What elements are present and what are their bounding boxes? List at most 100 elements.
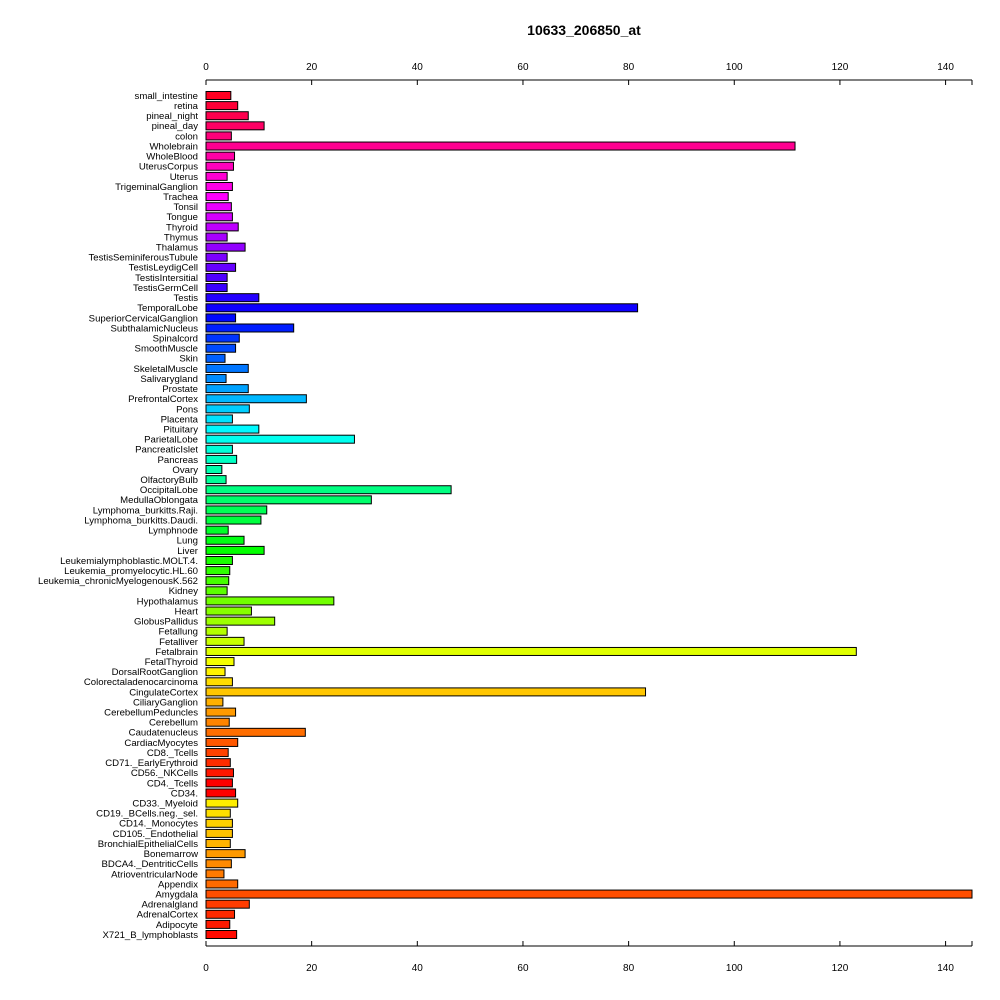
category-label: CD71._EarlyErythroid: [105, 758, 198, 769]
bar: [205, 141, 796, 151]
category-label: CerebellumPeduncles: [104, 708, 198, 719]
bar: [205, 808, 231, 818]
category-label: BronchialEpithelialCells: [98, 839, 198, 850]
bar: [205, 748, 229, 758]
bar: [205, 181, 233, 191]
bar: [205, 768, 234, 778]
top-x-axis: 0 20 40 60 80 100 120 140: [203, 62, 973, 85]
bar: [205, 899, 250, 909]
bar: [205, 485, 452, 495]
category-label: Salivarygland: [140, 374, 198, 385]
bar: [205, 444, 233, 454]
category-label: Bonemarrow: [144, 849, 198, 860]
category-label: Pons: [176, 404, 198, 415]
chart-title: 10633_206850_at: [527, 22, 641, 38]
category-label: Appendix: [158, 879, 198, 890]
category-label: GlobusPallidus: [134, 617, 198, 628]
bar: [205, 717, 230, 727]
category-label: SuperiorCervicalGanglion: [89, 313, 198, 324]
category-label: PancreaticIslet: [135, 445, 198, 456]
category-label: Lymphnode: [148, 526, 198, 537]
category-label: Pancreas: [157, 455, 198, 466]
category-label: Leukemia_chronicMyelogenousK.562: [38, 576, 198, 587]
category-label: X721_B_lymphoblasts: [103, 930, 199, 941]
bar: [205, 737, 239, 747]
category-label: Adipocyte: [156, 920, 198, 931]
category-label: CD4._Tcells: [147, 778, 198, 789]
bar: [205, 111, 249, 121]
bar: [205, 404, 250, 414]
category-label: TemporalLobe: [137, 303, 198, 314]
category-label: Amygdala: [155, 889, 198, 900]
bar: [205, 555, 233, 565]
bar: [205, 909, 236, 919]
bar: [205, 101, 239, 111]
category-label: Hypothalamus: [137, 596, 199, 607]
category-label: WholeBlood: [146, 152, 198, 163]
bar: [205, 616, 276, 626]
bar: [205, 283, 228, 293]
category-label: Leukemialymphoblastic.MOLT.4.: [60, 556, 198, 567]
category-labels-group: small_intestineretinapineal_nightpineal_…: [38, 91, 199, 941]
bar: [205, 859, 232, 869]
category-label: ParietalLobe: [144, 435, 198, 446]
bar: [205, 667, 226, 677]
category-label: Thymus: [164, 232, 198, 243]
bar: [205, 566, 231, 576]
bars-group: [205, 91, 973, 939]
category-label: Placenta: [161, 414, 199, 425]
category-label: Lung: [177, 536, 198, 547]
category-label: AtrioventricularNode: [111, 869, 198, 880]
category-label: CD56._NKCells: [131, 768, 198, 779]
bar: [205, 384, 249, 394]
category-label: SkeletalMuscle: [133, 364, 198, 375]
bar: [205, 919, 231, 929]
bar: [205, 293, 260, 303]
bar: [205, 889, 973, 899]
category-label: OlfactoryBulb: [140, 475, 198, 486]
bar: [205, 212, 233, 222]
top-x-tick-label: 20: [306, 62, 318, 73]
category-label: SmoothMuscle: [135, 344, 198, 355]
bar: [205, 363, 249, 373]
bar: [205, 394, 307, 404]
category-label: TestisIntersitial: [135, 273, 198, 284]
bar: [205, 495, 372, 505]
bottom-x-tick-label: 140: [937, 963, 954, 974]
bar: [205, 657, 235, 667]
category-label: AdrenalCortex: [137, 910, 199, 921]
category-label: Leukemia_promyelocytic.HL.60: [64, 566, 198, 577]
bar: [205, 839, 231, 849]
category-label: Ovary: [172, 465, 198, 476]
top-x-tick-label: 0: [203, 62, 209, 73]
bar: [205, 505, 268, 515]
bar: [205, 91, 232, 100]
bar: [205, 272, 228, 282]
category-label: Pituitary: [163, 424, 198, 435]
category-label: PrefrontalCortex: [128, 394, 198, 405]
category-label: colon: [175, 131, 198, 142]
bar: [205, 161, 234, 171]
category-label: FetalThyroid: [145, 657, 198, 668]
bottom-x-tick-label: 0: [203, 963, 209, 974]
top-x-tick-label: 140: [937, 62, 954, 73]
category-label: TestisLeydigCell: [129, 263, 198, 274]
category-label: CD19._BCells.neg._sel.: [96, 809, 198, 820]
bar: [205, 707, 237, 717]
category-label: pineal_day: [152, 121, 199, 132]
category-label: Wholebrain: [149, 141, 198, 152]
top-x-tick-label: 100: [726, 62, 743, 73]
bar: [205, 353, 226, 363]
bar: [205, 222, 239, 232]
category-label: Fetalbrain: [155, 647, 198, 658]
category-label: CingulateCortex: [129, 687, 198, 698]
category-label: CiliaryGanglion: [133, 697, 198, 708]
bar: [205, 636, 245, 646]
bar: [205, 262, 237, 272]
category-label: SubthalamicNucleus: [111, 323, 199, 334]
category-label: TestisGermCell: [133, 283, 198, 294]
bottom-x-axis: 0 20 40 60 80 100 120 140: [203, 941, 973, 974]
bar: [205, 323, 295, 333]
bar: [205, 333, 240, 343]
category-label: MedullaOblongata: [120, 495, 199, 506]
